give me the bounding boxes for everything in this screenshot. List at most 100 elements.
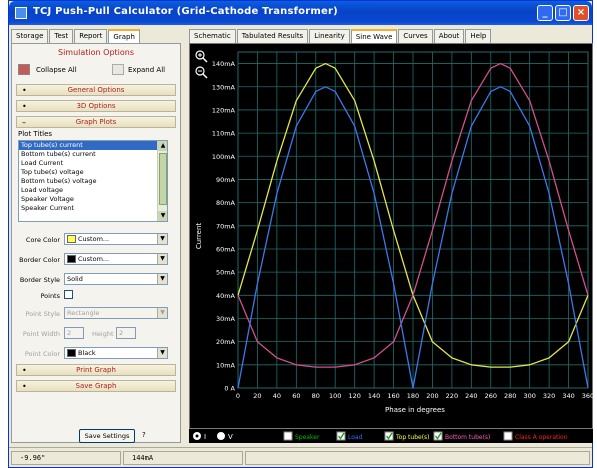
list-item[interactable]: Top tube(s) current xyxy=(19,141,167,150)
border-style-select[interactable]: Solid ▼ xyxy=(64,273,168,285)
title-bar[interactable]: TCJ Push-Pull Calculator (Grid-Cathode T… xyxy=(9,1,592,25)
chevron-down-icon[interactable]: ▼ xyxy=(157,234,167,244)
y-tick-label: 0 A xyxy=(224,385,235,393)
list-scrollbar[interactable]: ▲ ▼ xyxy=(157,141,167,221)
toggle-checkbox[interactable] xyxy=(384,431,394,441)
toggle-label: Bottom tube(s) xyxy=(445,434,490,441)
tab-test[interactable]: Test xyxy=(49,29,74,43)
list-item[interactable]: Bottom tube(s) current xyxy=(21,150,96,158)
section-label: Save Graph xyxy=(75,382,117,390)
x-tick-label: 20 xyxy=(253,392,261,400)
x-tick-label: 280 xyxy=(504,392,516,400)
minimize-button[interactable]: _ xyxy=(537,5,553,21)
toggle-label: Speaker xyxy=(295,434,320,441)
list-item[interactable]: Speaker Voltage xyxy=(21,195,74,203)
status-current: 144mA xyxy=(123,451,243,465)
check-icon xyxy=(385,432,393,440)
x-tick-label: 60 xyxy=(292,392,300,400)
tab-sine-wave[interactable]: Sine Wave xyxy=(350,29,398,43)
window-title: TCJ Push-Pull Calculator (Grid-Cathode T… xyxy=(33,6,338,17)
chart-grid xyxy=(237,51,589,389)
y-tick-label: 10mA xyxy=(216,361,236,369)
tab-about[interactable]: About xyxy=(433,29,465,43)
section-3d-options[interactable]: • 3D Options xyxy=(16,100,176,112)
y-axis: 0 A 10mA 20mA 30mA 40mA 50mA 60mA 70mA 80mA 90mA 1… xyxy=(212,60,236,392)
tab-linearity[interactable]: Linearity xyxy=(309,29,350,43)
toggle-checkbox[interactable] xyxy=(503,431,513,441)
x-tick-label: 140 xyxy=(368,392,380,400)
core-color-select[interactable]: Custom... ▼ xyxy=(64,233,168,245)
plot-titles-label: Plot Titles xyxy=(18,130,53,138)
save-settings-button[interactable]: Save Settings xyxy=(79,429,135,443)
tab-tabulated-results[interactable]: Tabulated Results xyxy=(236,29,309,43)
point-color-select[interactable]: Black ▼ xyxy=(64,347,168,359)
points-checkbox[interactable] xyxy=(64,290,73,299)
series-line-load xyxy=(237,86,589,389)
right-tab-strip: Schematic Tabulated Results Linearity Si… xyxy=(189,29,492,43)
point-width-spinner[interactable]: 2 xyxy=(64,327,84,339)
tab-storage[interactable]: Storage xyxy=(11,29,49,43)
expand-bullet-icon: • xyxy=(22,102,27,111)
check-icon xyxy=(337,432,345,440)
plot-titles-list[interactable]: Top tube(s) current Bottom tube(s) curre… xyxy=(18,140,168,222)
border-color-select[interactable]: Custom... ▼ xyxy=(64,253,168,265)
help-mark[interactable]: ? xyxy=(142,431,146,439)
x-tick-label: 80 xyxy=(312,392,320,400)
y-tick-label: 110mA xyxy=(212,130,236,138)
point-width-value: 2 xyxy=(67,329,72,337)
collapse-all-button[interactable]: Collapse All xyxy=(36,66,77,74)
left-tab-strip: Storage Test Report Graph xyxy=(11,29,141,43)
color-swatch xyxy=(67,255,76,263)
x-tick-label: 0 xyxy=(236,392,240,400)
toggle-label: Load xyxy=(348,434,363,441)
point-height-spinner[interactable]: 2 xyxy=(116,327,136,339)
tab-curves[interactable]: Curves xyxy=(398,29,433,43)
tab-report[interactable]: Report xyxy=(74,29,108,43)
core-color-value: Custom... xyxy=(78,235,110,243)
collapse-all-icon[interactable] xyxy=(18,64,30,75)
section-print-graph[interactable]: • Print Graph xyxy=(16,364,176,376)
chevron-down-icon[interactable]: ▼ xyxy=(157,348,167,358)
app-window: TCJ Push-Pull Calculator (Grid-Cathode T… xyxy=(8,0,594,468)
expand-all-icon[interactable] xyxy=(112,64,124,75)
toggle-checkbox[interactable] xyxy=(433,431,443,441)
x-tick-label: 200 xyxy=(426,392,438,400)
expand-all-button[interactable]: Expand All xyxy=(128,66,166,74)
tab-schematic[interactable]: Schematic xyxy=(189,29,236,43)
y-tick-label: 50mA xyxy=(216,269,236,277)
y-tick-label: 60mA xyxy=(216,245,236,253)
point-style-label: Point Style xyxy=(25,310,60,318)
radio-current-label: I xyxy=(204,433,206,441)
chevron-down-icon[interactable]: ▼ xyxy=(157,308,167,318)
chevron-down-icon[interactable]: ▼ xyxy=(157,274,167,284)
scroll-up-icon[interactable]: ▲ xyxy=(158,141,167,151)
point-height-value: 2 xyxy=(119,329,124,337)
x-tick-label: 240 xyxy=(465,392,477,400)
x-axis: 0 20 40 60 80 100 120 140 160 180 200 220 240 260 280 3… xyxy=(236,392,594,400)
radio-voltage[interactable] xyxy=(217,432,225,440)
toggle-checkbox[interactable] xyxy=(336,431,346,441)
section-graph-plots[interactable]: – Graph Plots xyxy=(16,116,176,128)
toggle-checkbox[interactable] xyxy=(283,431,293,441)
chevron-down-icon[interactable]: ▼ xyxy=(157,254,167,264)
list-item[interactable]: Speaker Current xyxy=(21,204,74,212)
list-item[interactable]: Load voltage xyxy=(21,186,63,194)
tab-graph[interactable]: Graph xyxy=(108,29,140,43)
expand-bullet-icon: • xyxy=(22,366,27,375)
status-position: -9.96" xyxy=(11,451,121,465)
y-tick-label: 30mA xyxy=(216,315,236,323)
list-item[interactable]: Top tube(s) voltage xyxy=(21,168,84,176)
close-button[interactable]: × xyxy=(573,5,589,21)
section-save-graph[interactable]: • Save Graph xyxy=(16,380,176,392)
point-color-value: Black xyxy=(78,349,96,357)
section-general-options[interactable]: • General Options xyxy=(16,84,176,96)
maximize-button[interactable]: □ xyxy=(555,5,571,21)
zoom-in-icon[interactable] xyxy=(195,50,208,63)
tab-help[interactable]: Help xyxy=(465,29,492,43)
point-style-select[interactable]: Rectangle ▼ xyxy=(64,307,168,319)
list-item[interactable]: Bottom tube(s) voltage xyxy=(21,177,97,185)
list-item[interactable]: Load Current xyxy=(21,159,64,167)
scroll-down-icon[interactable]: ▼ xyxy=(158,211,167,221)
scroll-thumb[interactable] xyxy=(159,153,167,205)
zoom-out-icon[interactable] xyxy=(195,66,208,79)
